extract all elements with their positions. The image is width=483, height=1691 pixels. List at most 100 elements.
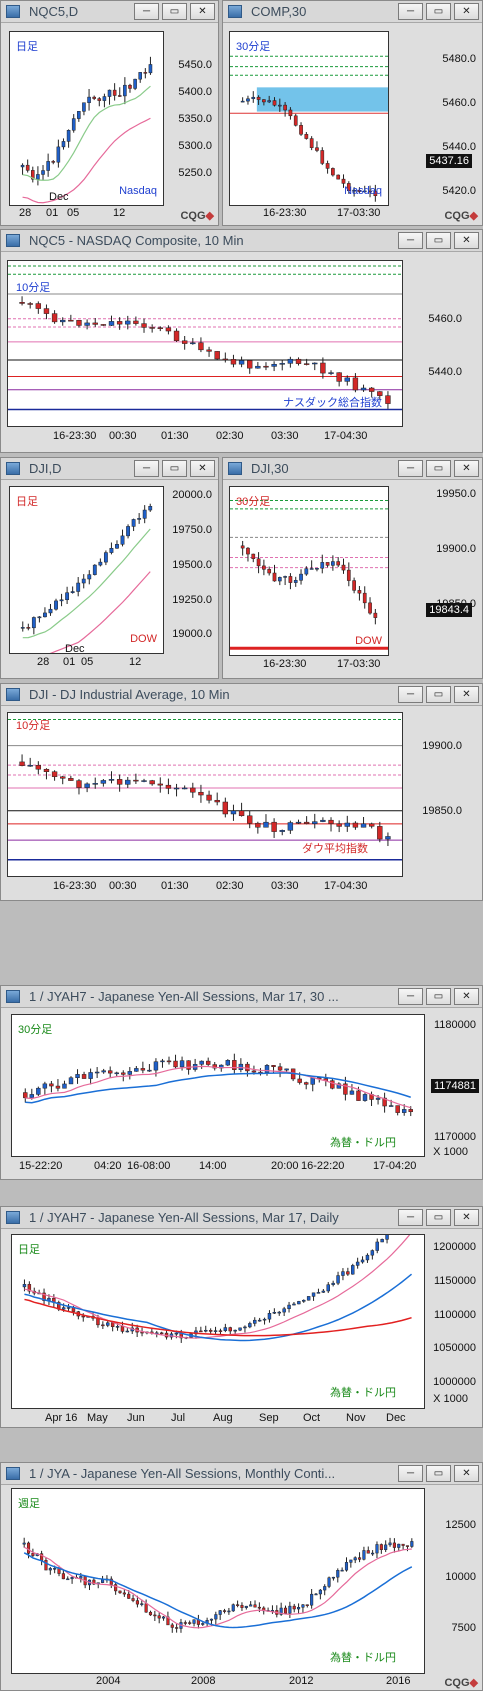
candle-body: [263, 821, 269, 828]
title-bar[interactable]: 1 / JYA - Japanese Yen-All Sessions, Mon…: [1, 1463, 482, 1485]
candle-body: [267, 100, 272, 103]
title-bar[interactable]: 1 / JYAH7 - Japanese Yen-All Sessions, M…: [1, 1207, 482, 1229]
candle-body: [368, 190, 372, 193]
restore-button[interactable]: ▭: [426, 232, 451, 249]
minimize-button[interactable]: ─: [398, 232, 423, 249]
window-dji-daily[interactable]: DJI,D ─ ▭ ✕ 日足 DOW 20000.0 19750.0 19500.0…: [0, 457, 219, 679]
candle-body: [87, 574, 92, 580]
close-button[interactable]: ✕: [454, 1209, 479, 1226]
candle-body: [292, 1303, 296, 1306]
candle-body: [212, 1064, 217, 1069]
window-jyah7-30min[interactable]: 1 / JYAH7 - Japanese Yen-All Sessions, M…: [0, 985, 483, 1180]
minimize-button[interactable]: ─: [134, 3, 159, 20]
title-bar[interactable]: 1 / JYAH7 - Japanese Yen-All Sessions, M…: [1, 986, 482, 1008]
close-button[interactable]: ✕: [190, 460, 215, 477]
restore-button[interactable]: ▭: [426, 3, 451, 20]
x-label: 20:00: [271, 1160, 299, 1172]
price-label: 19750.0: [172, 524, 212, 536]
window-nqc5-10min[interactable]: NQC5 - NASDAQ Composite, 10 Min ─ ▭ ✕ 10分足…: [0, 229, 483, 453]
candle-body: [238, 1063, 244, 1070]
candle-body: [279, 363, 285, 365]
candle-body: [118, 1590, 122, 1594]
candle-body: [272, 1312, 277, 1314]
window-jyah7-daily[interactable]: 1 / JYAH7 - Japanese Yen-All Sessions, M…: [0, 1198, 483, 1428]
instrument-caption: DOW: [355, 635, 382, 647]
candle-body: [36, 174, 40, 180]
chart-plot[interactable]: 10分足 ダウ平均指数: [7, 712, 403, 877]
candle-body: [75, 1074, 80, 1078]
candle-body: [51, 161, 56, 163]
close-button[interactable]: ✕: [190, 3, 215, 20]
restore-button[interactable]: ▭: [426, 1465, 451, 1482]
minimize-button[interactable]: ─: [398, 460, 423, 477]
x-label: 2004: [96, 1675, 121, 1687]
candle-body: [71, 118, 76, 131]
minimize-button[interactable]: ─: [398, 3, 423, 20]
chart-plot[interactable]: 日足 Nasdaq: [9, 31, 164, 206]
x-label: 17-03:30: [337, 658, 381, 670]
minimize-button[interactable]: ─: [398, 988, 423, 1005]
close-button[interactable]: ✕: [454, 3, 479, 20]
restore-button[interactable]: ▭: [162, 460, 187, 477]
candle-body: [353, 1557, 357, 1561]
candle-body: [137, 518, 142, 520]
candle-body: [147, 1069, 152, 1072]
candle-body: [297, 1607, 301, 1610]
x-label: 16-23:30: [53, 430, 97, 442]
candle-body: [42, 1083, 48, 1089]
cqg-logo: CQG◆: [444, 1677, 478, 1689]
window-jya-monthly[interactable]: 1 / JYA - Japanese Yen-All Sessions, Mon…: [0, 1462, 483, 1691]
title-bar[interactable]: NQC5 - NASDAQ Composite, 10 Min ─ ▭ ✕: [1, 230, 482, 252]
chart-plot[interactable]: 日足 DOW: [9, 486, 164, 662]
restore-button[interactable]: ▭: [426, 686, 451, 703]
restore-button[interactable]: ▭: [426, 460, 451, 477]
candle-body: [305, 1604, 309, 1606]
minimize-button[interactable]: ─: [398, 1465, 423, 1482]
candle-body: [357, 590, 362, 594]
title-bar[interactable]: DJI,30 ─ ▭ ✕: [223, 458, 482, 480]
title-bar[interactable]: NQC5,D ─ ▭ ✕: [1, 1, 218, 23]
chart-plot[interactable]: 30分足 Nasdaq: [229, 31, 389, 206]
close-button[interactable]: ✕: [454, 232, 479, 249]
title-bar[interactable]: COMP,30 ─ ▭ ✕: [223, 1, 482, 23]
chart-plot[interactable]: 30分足 DOW: [229, 486, 389, 656]
window-dji-30min[interactable]: DJI,30 ─▭✕ 30分足 DOW 19950.0 19900.0 1985…: [222, 457, 483, 679]
candle-body: [128, 84, 132, 89]
minimize-button[interactable]: ─: [134, 460, 159, 477]
chart-plot[interactable]: 週足 為替・ドル円: [11, 1488, 425, 1674]
candle-body: [331, 1576, 335, 1579]
restore-button[interactable]: ▭: [426, 988, 451, 1005]
window-nqc5-daily[interactable]: NQC5,D ─ ▭ ✕ 日足 Nasdaq 5450.0 5400.0 5350.…: [0, 0, 219, 226]
title-bar[interactable]: DJI - DJ Industrial Average, 10 Min ─ ▭ ✕: [1, 684, 482, 706]
x-label: 16-23:30: [263, 207, 307, 219]
candle-body: [360, 823, 367, 828]
candle-body: [232, 1060, 237, 1070]
candle-body: [19, 302, 25, 304]
close-button[interactable]: ✕: [454, 686, 479, 703]
candle-body: [344, 1562, 349, 1571]
x-label: 17-03:30: [337, 207, 381, 219]
window-comp-30min[interactable]: COMP,30 ─ ▭ ✕ 30分足 Nasdaq 5480.0 5460.0 54…: [222, 0, 483, 226]
title-bar[interactable]: DJI,D ─ ▭ ✕: [1, 458, 218, 480]
candle-body: [201, 1623, 205, 1625]
chart-plot[interactable]: 10分足 ナスダック総合指数: [7, 260, 403, 427]
moving-average-line: [23, 1546, 412, 1629]
close-button[interactable]: ✕: [454, 460, 479, 477]
price-label: 19250.0: [172, 594, 212, 606]
window-dji-10min[interactable]: DJI - DJ Industrial Average, 10 Min ─ ▭ ✕ …: [0, 683, 483, 901]
restore-button[interactable]: ▭: [162, 3, 187, 20]
close-button[interactable]: ✕: [454, 988, 479, 1005]
minimize-button[interactable]: ─: [398, 686, 423, 703]
x-label: Aug: [213, 1412, 233, 1424]
chart-plot[interactable]: 30分足 為替・ドル円: [11, 1014, 425, 1157]
chart-plot[interactable]: 日足 為替・ドル円: [11, 1198, 425, 1409]
candle-body: [251, 96, 256, 100]
restore-button[interactable]: ▭: [426, 1209, 451, 1226]
minimize-button[interactable]: ─: [398, 1209, 423, 1226]
candle-body: [336, 174, 341, 180]
x-label: 14:00: [199, 1160, 227, 1172]
candle-body: [341, 178, 346, 184]
price-label: 19950.0: [436, 488, 476, 500]
close-button[interactable]: ✕: [454, 1465, 479, 1482]
candle-body: [25, 164, 30, 171]
